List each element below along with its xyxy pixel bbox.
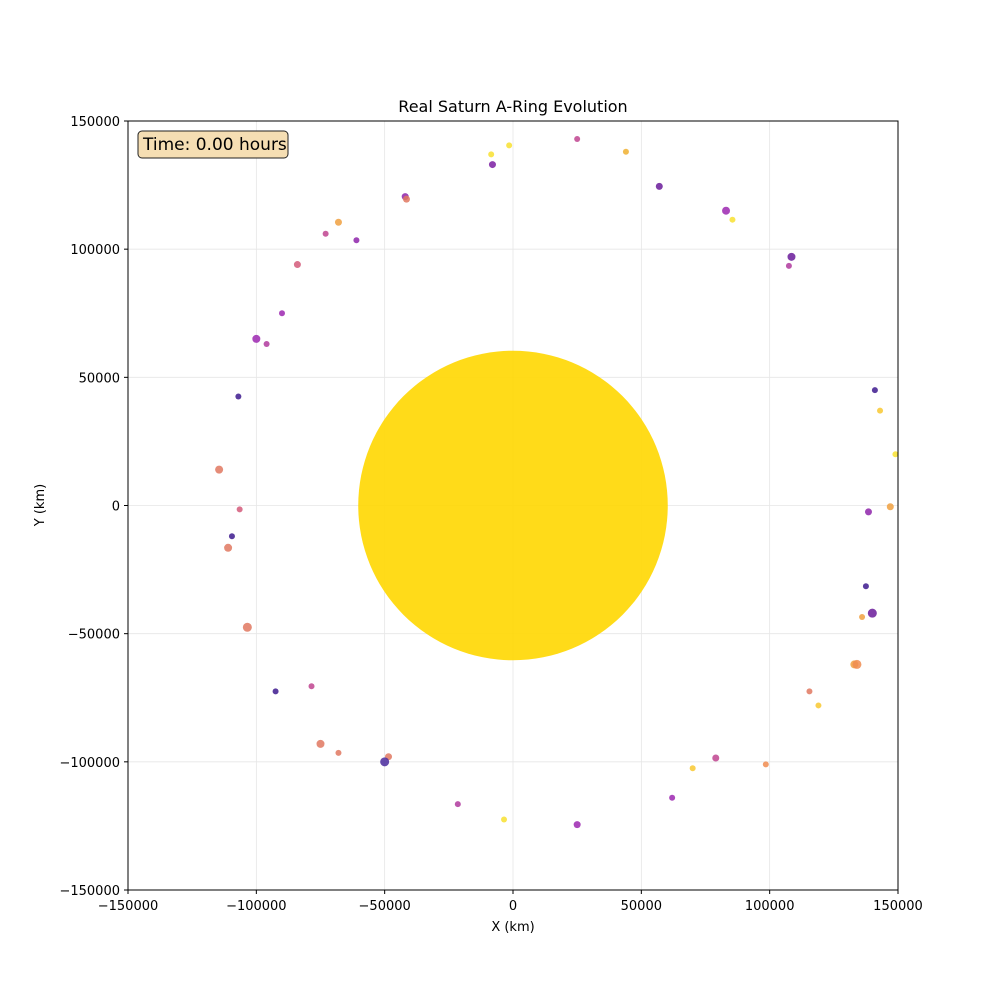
- ring-particle: [501, 816, 508, 823]
- ring-particle: [859, 614, 866, 621]
- x-tick-label: 50000: [621, 899, 662, 914]
- ring-particle: [308, 683, 315, 690]
- ring-particle: [488, 151, 495, 158]
- ring-particle: [224, 543, 233, 552]
- ring-particle: [867, 608, 877, 618]
- y-tick-label: 0: [112, 500, 120, 515]
- ring-particle: [852, 659, 862, 669]
- y-tick-label: −100000: [59, 756, 120, 771]
- ring-particle: [488, 161, 496, 169]
- x-axis-label: X (km): [491, 920, 534, 935]
- ring-particle: [454, 801, 461, 808]
- ring-particle: [279, 310, 285, 317]
- y-tick-label: 100000: [70, 243, 120, 258]
- x-tick-label: 100000: [745, 899, 795, 914]
- y-tick-label: 150000: [70, 115, 120, 130]
- ring-particle: [689, 765, 696, 772]
- ring-particle: [263, 341, 270, 348]
- ring-particle: [864, 508, 872, 516]
- ring-particle: [655, 182, 663, 190]
- ring-particle: [573, 821, 581, 829]
- y-tick-label: −150000: [59, 884, 120, 899]
- ring-particle: [892, 451, 898, 458]
- axis-ticks: −150000 −100000 −50000 0 50000 100000 150000 −1…: [59, 115, 922, 914]
- ring-particle: [272, 688, 279, 695]
- ring-particle: [622, 148, 629, 155]
- ring-particle: [729, 216, 736, 223]
- ring-particle: [722, 206, 731, 215]
- ring-particle: [877, 407, 884, 414]
- ring-particle: [334, 218, 342, 226]
- y-tick-label: 50000: [79, 371, 120, 386]
- ring-particle: [215, 465, 224, 474]
- x-tick-label: −150000: [98, 899, 159, 914]
- ring-particle: [380, 757, 390, 767]
- ring-particle: [235, 393, 242, 400]
- time-annotation-box: [137, 130, 289, 159]
- y-tick-label: −50000: [68, 628, 120, 643]
- ring-particle: [402, 195, 410, 203]
- ring-particle: [762, 761, 769, 768]
- chart-title: Real Saturn A-Ring Evolution: [398, 97, 627, 116]
- time-annotation-text: Time: 0.00 hours: [142, 135, 287, 155]
- ring-particle: [712, 754, 720, 762]
- time-annotation: Time: 0.00 hours: [137, 130, 289, 159]
- ring-particle: [252, 334, 261, 343]
- ring-particle: [574, 135, 581, 142]
- ring-particle: [293, 261, 301, 269]
- x-tick-label: −50000: [359, 899, 411, 914]
- ring-particle: [228, 533, 235, 540]
- ring-particle: [787, 252, 796, 261]
- ring-particle: [335, 749, 342, 756]
- ring-particle: [322, 230, 329, 237]
- ring-particle: [242, 622, 252, 632]
- ring-particle: [506, 142, 513, 149]
- ring-particle: [862, 583, 869, 590]
- ring-particle: [316, 739, 325, 748]
- plot-content: [215, 135, 898, 829]
- x-tick-label: 0: [509, 899, 517, 914]
- ring-particle: [669, 794, 676, 801]
- ring-particle: [806, 688, 813, 695]
- ring-particle: [353, 237, 360, 244]
- ring-particle: [236, 506, 243, 513]
- ring-particle: [871, 387, 878, 394]
- y-axis-label: Y (km): [33, 484, 48, 527]
- ring-particle: [886, 503, 894, 511]
- ring-particle: [785, 262, 792, 269]
- saturn-planet: [358, 350, 668, 661]
- x-tick-label: −100000: [226, 899, 287, 914]
- x-tick-label: 150000: [873, 899, 923, 914]
- ring-particle: [815, 702, 822, 709]
